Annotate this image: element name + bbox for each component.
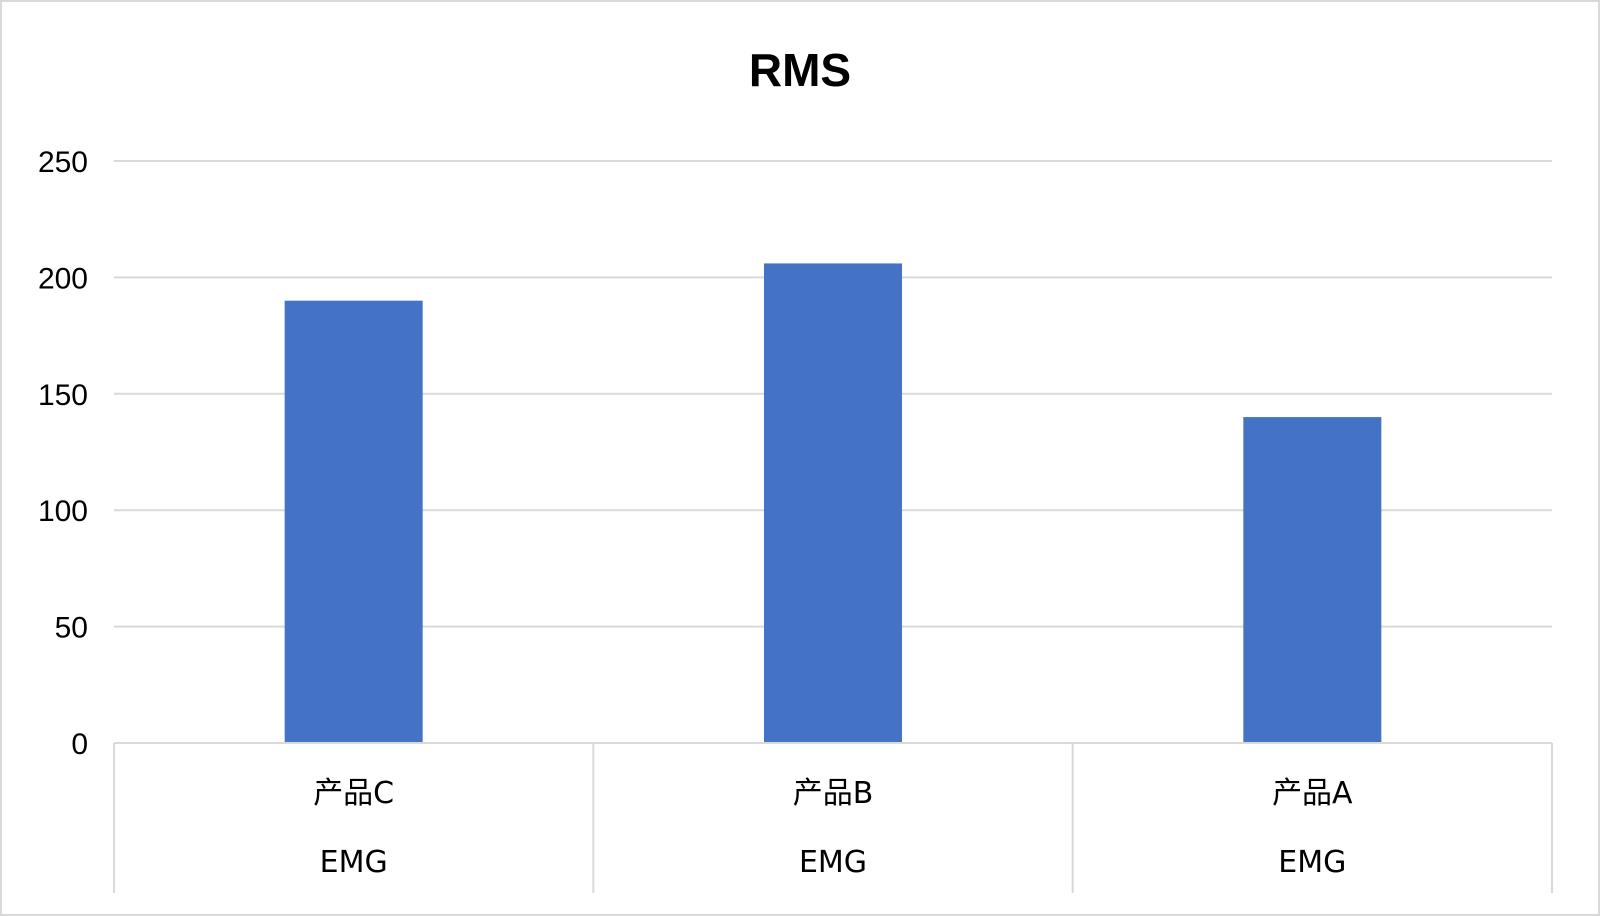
y-tick-label: 100 [38,495,88,528]
y-axis-tick-labels: 0 50 100 150 200 250 [38,146,88,761]
y-tick-label: 0 [71,728,88,761]
x-category-label: 产品A [1272,776,1353,811]
bar [764,263,902,743]
x-group-label: EMG [1278,845,1346,880]
bars [284,263,1382,743]
y-tick-label: 50 [55,612,88,645]
x-axis: 产品C EMG 产品B EMG 产品A EMG [113,742,1553,893]
x-group-label: EMG [320,845,388,880]
y-tick-label: 250 [38,146,88,179]
y-tick-label: 200 [38,262,88,295]
bar [284,300,423,743]
chart-title: RMS [749,44,851,96]
x-category-label: 产品B [793,776,874,811]
x-group-label: EMG [799,845,867,880]
y-tick-label: 150 [38,379,88,412]
bar [1243,417,1382,743]
x-category-label: 产品C [313,776,394,811]
